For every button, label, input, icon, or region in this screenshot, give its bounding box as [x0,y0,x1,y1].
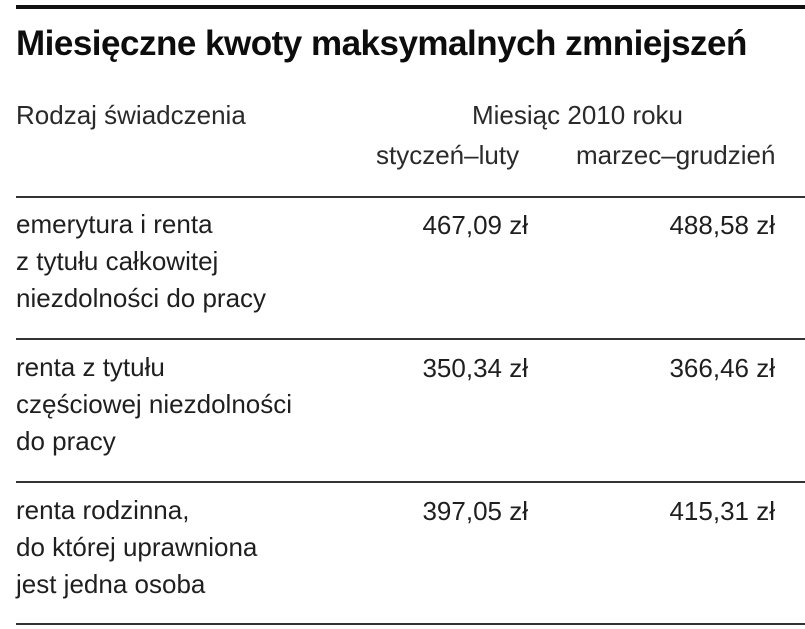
row-label-line: niezdolności do pracy [16,283,267,313]
header-col-jan-feb: styczeń–luty [376,140,520,170]
header-col-mar-dec: marzec–grudzień [576,140,776,170]
row-divider [16,481,805,483]
table-cell-mar-dec: 415,31 zł [669,496,775,526]
table-cell-jan-feb: 397,05 zł [422,496,528,526]
row-label-line: renta z tytułu [16,352,165,382]
row-label-line: renta rodzinna, [16,495,190,525]
row-label-line: do pracy [16,426,116,456]
table-row-label: renta z tytułu częściowej niezdolności d… [16,349,366,460]
top-rule [16,5,805,9]
table-row-label: emerytura i renta z tytułu całkowitej ni… [16,206,366,317]
table-cell-jan-feb: 467,09 zł [422,210,528,240]
row-label-line: jest jedna osoba [16,569,206,599]
row-label-line: emerytura i renta [16,209,213,239]
header-benefit-type: Rodzaj świadczenia [16,100,246,130]
header-month-group: Miesiąc 2010 roku [472,100,683,130]
row-label-line: do której uprawniona [16,532,258,562]
table-cell-jan-feb: 350,34 zł [422,353,528,383]
bottom-rule [16,623,805,625]
table-cell-mar-dec: 488,58 zł [669,210,775,240]
table-cell-mar-dec: 366,46 zł [669,353,775,383]
table-title: Miesięczne kwoty maksymalnych zmniejszeń [16,24,747,63]
header-divider [16,196,805,198]
row-label-line: z tytułu całkowitej [16,246,219,276]
row-divider [16,338,805,340]
table-row-label: renta rodzinna, do której uprawniona jes… [16,492,366,603]
row-label-line: częściowej niezdolności [16,389,293,419]
